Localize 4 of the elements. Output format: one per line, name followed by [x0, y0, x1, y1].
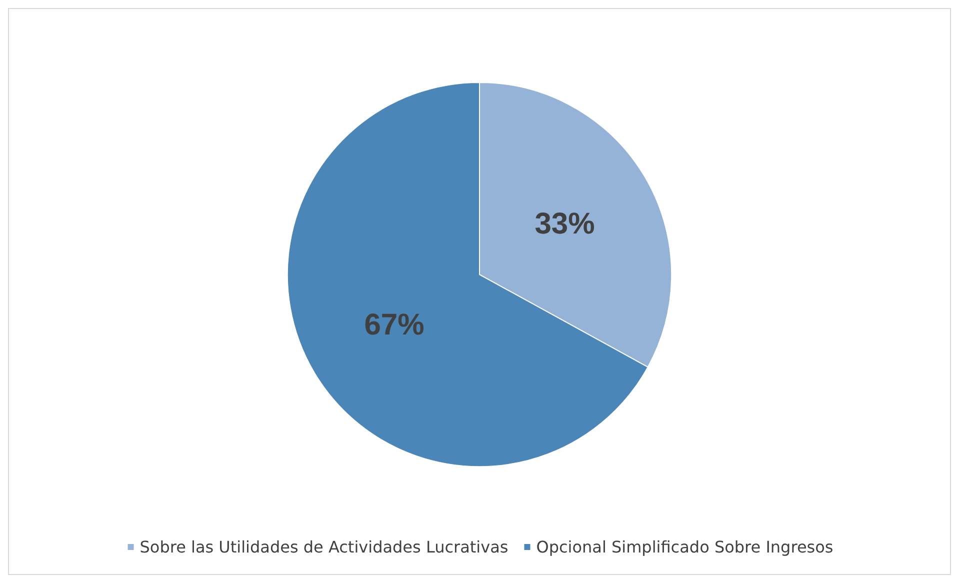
legend-label: Sobre las Utilidades de Actividades Lucrativas [140, 538, 508, 556]
data-label: 67% [364, 308, 424, 342]
data-label: 33% [534, 208, 595, 241]
legend-label: Opcional Simplificado Sobre Ingresos [536, 538, 834, 556]
